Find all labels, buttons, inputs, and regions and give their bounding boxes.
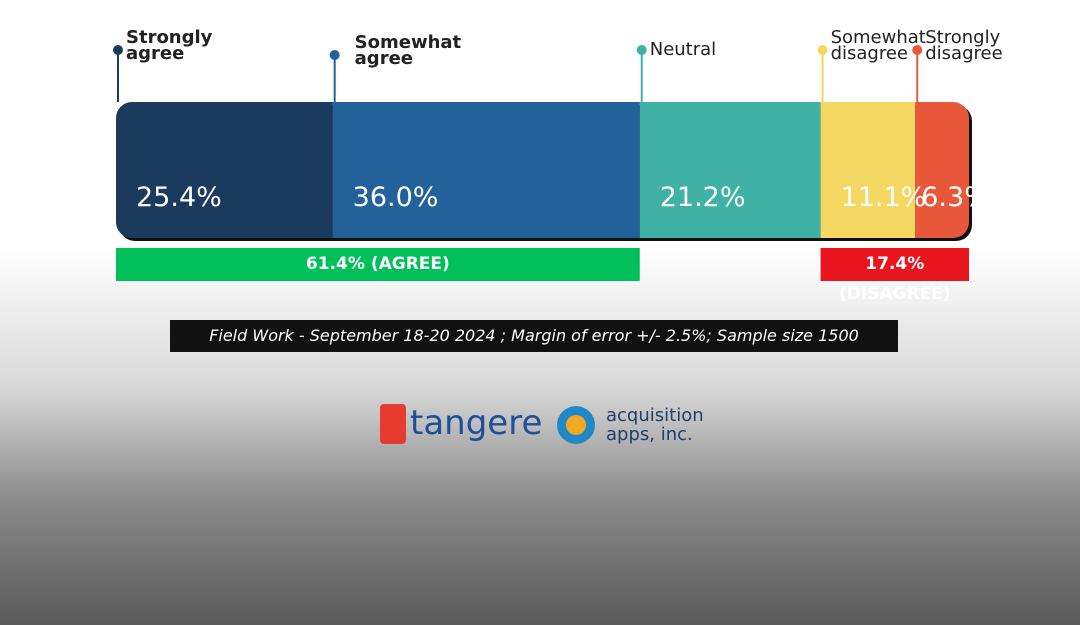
legend-marker	[636, 45, 647, 55]
legend-marker	[329, 50, 340, 60]
logo-icon	[380, 404, 406, 444]
value-label: 6.3%	[921, 182, 990, 213]
bar-segment	[332, 102, 640, 238]
bar-group	[116, 102, 969, 238]
legend-marker	[113, 45, 123, 55]
group-label: 17.4% (DISAGREE)	[838, 254, 951, 304]
value-label: 11.1%	[840, 182, 927, 213]
value-label: 36.0%	[352, 182, 439, 213]
bar-segment	[639, 102, 821, 238]
bar-segment	[915, 102, 969, 238]
bar-segment	[820, 102, 916, 238]
legend-label: Strongly agree	[126, 27, 213, 64]
group-bar	[116, 248, 640, 281]
legend-marker	[817, 45, 828, 55]
group-label: 61.4% (AGREE)	[305, 254, 450, 274]
logo-text: tangere	[410, 403, 543, 443]
footnote: Field Work - September 18-20 2024 ; Marg…	[170, 320, 898, 352]
logo-icon	[566, 415, 586, 435]
group-bar	[820, 248, 969, 281]
legend-label: Neutral	[649, 39, 717, 60]
value-label: 25.4%	[136, 182, 222, 213]
legend-label: Somewhat agree	[354, 32, 462, 69]
legend-label: Strongly disagree	[925, 27, 1003, 64]
legend-marker	[912, 45, 923, 55]
legend-label: Somewhat disagree	[830, 27, 926, 64]
value-label: 21.2%	[659, 182, 746, 213]
logo-text: acquisition apps, inc.	[606, 405, 704, 445]
bar-segment	[116, 102, 333, 238]
